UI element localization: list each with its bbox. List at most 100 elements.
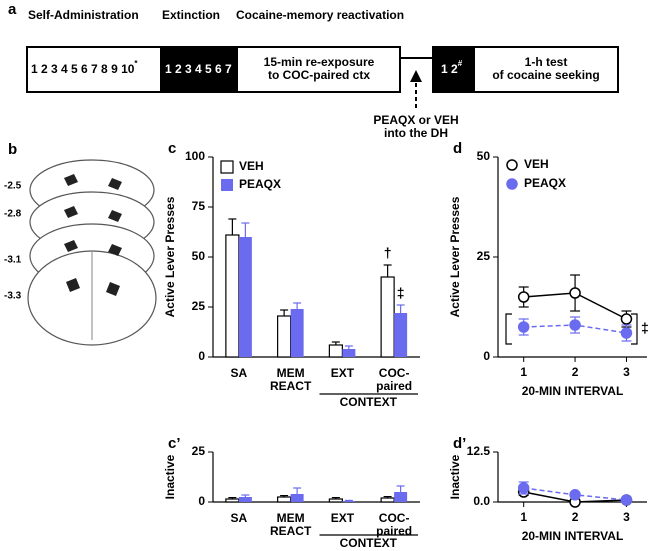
x-tick-label: COC-paired: [376, 366, 412, 393]
test-days-box: [433, 47, 475, 92]
marker: [620, 494, 633, 506]
y-axis-title: Active Lever Presses: [448, 196, 462, 317]
annotation: ‡: [397, 285, 405, 301]
panel-letter: c: [168, 140, 176, 157]
marker: [517, 321, 530, 333]
test-days: 1 2#: [441, 59, 463, 76]
placement: [64, 240, 122, 256]
bar: [277, 496, 292, 503]
infusion: PEAQX or VEH into the DH: [373, 113, 458, 140]
text-line: COC-: [379, 366, 410, 380]
text-line: REACT: [270, 379, 312, 393]
placement: [64, 206, 122, 222]
marker: [569, 319, 581, 331]
x-tick-label: 3: [623, 365, 630, 379]
bar: [394, 313, 408, 357]
group-label: CONTEXT: [340, 395, 398, 409]
legend-label: PEAQX: [239, 177, 281, 191]
x-tick-label: COC-paired: [376, 511, 412, 538]
x-tick-label: 2: [572, 510, 579, 524]
test: 1-h test of cocaine seeking: [492, 55, 599, 82]
bar: [225, 498, 240, 503]
x-tick-label: MEM REACT: [270, 366, 312, 393]
y-tick-label: 100: [185, 149, 205, 163]
text-line: paired: [376, 379, 412, 393]
y-tick-label: 0: [198, 494, 205, 508]
panel-letter: b: [8, 141, 17, 158]
x-tick-label: 2: [572, 365, 579, 379]
text-line: REACT: [270, 524, 312, 538]
bracket: [505, 313, 638, 345]
y-tick-label: 0: [198, 349, 205, 363]
marker: [569, 489, 581, 501]
y-tick-label: 25: [192, 444, 206, 458]
legend-label: VEH: [524, 157, 549, 171]
placement: [64, 174, 122, 190]
arrow-head: [410, 70, 422, 82]
y-tick-label: 0.0: [473, 494, 490, 508]
x-tick-label: EXT: [331, 511, 355, 525]
bar: [277, 315, 292, 358]
x-tick-label: MEM REACT: [270, 511, 312, 538]
bar: [290, 309, 304, 357]
reexposure: 15-min re-exposure to COC-paired ctx: [264, 55, 375, 82]
legend-swatch: [221, 179, 233, 191]
heading: Cocaine-memory reactivation: [236, 8, 404, 22]
y-tick-label: 25: [477, 249, 491, 263]
section-level: -2.5: [4, 181, 22, 192]
sa-days-text: 1 2 3 4 5 6 7 8 9 10: [31, 62, 135, 76]
x-tick-label: SA: [231, 366, 248, 380]
text-line: 1-h test: [525, 55, 568, 69]
group-label: CONTEXT: [340, 536, 398, 550]
marker: [517, 291, 530, 303]
legend-label: VEH: [239, 159, 264, 173]
section-level: -3.3: [4, 291, 22, 302]
y-tick-label: 12.5: [467, 444, 491, 458]
marker: [517, 482, 530, 494]
bar: [238, 497, 252, 502]
annotation: ‡: [641, 320, 649, 336]
text-line: into the DH: [384, 126, 448, 140]
sa-days-mark: *: [134, 59, 138, 68]
text-line: PEAQX or VEH: [373, 113, 458, 127]
bar: [380, 497, 395, 503]
marker: [620, 313, 633, 325]
x-axis-title: 20-MIN INTERVAL: [522, 384, 624, 398]
marker: [620, 327, 633, 339]
y-tick-label: 50: [477, 149, 491, 163]
legend-swatch: [220, 160, 234, 174]
heading: Extinction: [162, 8, 220, 22]
bar: [328, 344, 343, 358]
bar: [238, 237, 252, 357]
y-axis-title: Inactive: [163, 454, 177, 499]
bar: [225, 234, 240, 358]
panel-letter: a: [8, 1, 17, 18]
x-axis-title: 20-MIN INTERVAL: [522, 529, 624, 543]
text-line: MEM: [277, 366, 305, 380]
section-level: -2.8: [4, 209, 22, 220]
panel-letter: c’: [168, 435, 181, 452]
y-axis-title: Inactive: [448, 454, 462, 499]
annotation: †: [384, 245, 392, 261]
y-tick-label: 50: [192, 249, 206, 263]
panel-letter: d: [453, 140, 462, 157]
brain-sections: [27, 159, 157, 346]
bar: [342, 349, 356, 357]
x-tick-label: EXT: [331, 366, 355, 380]
text-line: of cocaine seeking: [492, 68, 599, 82]
ext-days: 1 2 3 4 5 6 7: [165, 62, 232, 76]
text-line: MEM: [277, 511, 305, 525]
panel-letter: d’: [453, 435, 466, 452]
x-tick-label: SA: [231, 511, 248, 525]
x-tick-label: 1: [520, 510, 527, 524]
extinction-box: [160, 47, 238, 92]
sa-days: 1 2 3 4 5 6 7 8 9 10*: [31, 59, 138, 76]
bar: [328, 498, 343, 503]
y-tick-label: 75: [192, 199, 206, 213]
legend-marker: [506, 159, 518, 171]
test-days-mark: #: [458, 59, 463, 68]
heading: Self-Administration: [28, 8, 139, 22]
y-axis-title: Active Lever Presses: [163, 196, 177, 317]
text-line: COC-: [379, 511, 410, 525]
